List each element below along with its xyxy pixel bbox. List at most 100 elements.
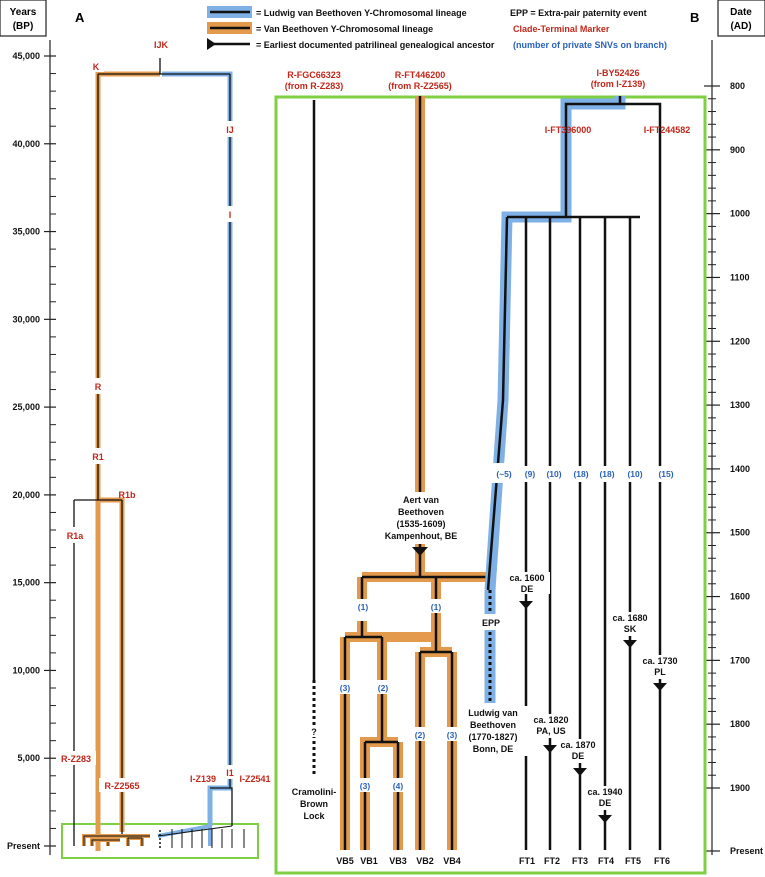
ft5-place: SK xyxy=(624,624,637,634)
ft4-date: ca. 1940 xyxy=(587,787,622,797)
snv-vb-mid: (2) xyxy=(378,683,389,693)
legend-swatch-vanbeethoven xyxy=(207,22,252,34)
legend: = Ludwig van Beethoven Y-Chromosomal lin… xyxy=(207,6,667,50)
snv-vb-left: (1) xyxy=(358,602,369,612)
right-tick-label: 1900 xyxy=(730,783,750,793)
snv-vb1: (3) xyxy=(360,781,371,791)
right-axis-title-line2: (AD) xyxy=(730,21,751,32)
ft4-ancestor-marker xyxy=(598,815,612,823)
clade-r-fgc66323: R-FGC66323 xyxy=(287,70,341,80)
snv-ft3: (18) xyxy=(573,469,588,479)
right-tick-label: 1500 xyxy=(730,528,750,538)
leaf-vb2: VB2 xyxy=(416,856,434,866)
label-r1a: R1a xyxy=(67,531,85,541)
left-axis-header: Years (BP) xyxy=(0,0,47,37)
right-tick-label: 1100 xyxy=(730,272,750,282)
lvb-place: Bonn, DE xyxy=(473,744,514,754)
legend-swatch-ludwig xyxy=(207,6,252,18)
left-axis-title-line1: Years xyxy=(10,7,37,18)
panel-a-tree xyxy=(56,38,245,851)
panel-a-labels: IJK K IJ I R R1 R1b R1a R-Z283 R-Z2565 I… xyxy=(61,40,271,791)
ft4-place: DE xyxy=(599,798,612,808)
lvb-name-1: Ludwig van xyxy=(468,708,518,718)
leaf-vb1: VB1 xyxy=(360,856,378,866)
leaf-ft4: FT4 xyxy=(598,856,614,866)
right-tick-label: 1000 xyxy=(730,209,750,219)
ft1-date: ca. 1600 xyxy=(509,573,544,583)
snv-ft4: (18) xyxy=(599,469,614,479)
present-detail-box xyxy=(61,823,259,859)
right-tick-label: 1300 xyxy=(730,400,750,410)
left-tick-label: 5,000 xyxy=(17,753,40,763)
panel-b-clade-labels: R-FGC66323 (from R-Z283) R-FT446200 (fro… xyxy=(285,68,691,135)
snv-vb2: (2) xyxy=(415,730,426,740)
snv-ft2: (10) xyxy=(546,469,561,479)
panel-b-frame xyxy=(274,95,707,875)
ft2-date: ca. 1820 xyxy=(533,715,568,725)
ft3-ancestor-marker xyxy=(573,768,587,776)
snv-vb3: (4) xyxy=(393,781,404,791)
fan-branch xyxy=(83,835,150,846)
label-k: K xyxy=(93,62,100,72)
aert-ancestor-marker xyxy=(412,547,428,556)
ft3-date: ca. 1870 xyxy=(560,740,595,750)
snv-vb-right: (1) xyxy=(431,602,442,612)
clade-r-fgc66323-origin: (from R-Z283) xyxy=(285,81,344,91)
present-tree-fan xyxy=(82,823,245,848)
clade-i-by52426-origin: (from I-Z139) xyxy=(591,79,646,89)
right-axis-title-line1: Date xyxy=(730,7,752,18)
leaf-vb5: VB5 xyxy=(336,856,354,866)
leaf-labels: VB5 VB1 VB3 VB2 VB4 FT1 FT2 FT3 FT4 FT5 … xyxy=(336,856,670,866)
right-tick-label: Present xyxy=(730,846,763,856)
ft1-place: DE xyxy=(521,584,534,594)
ludwig-tree xyxy=(484,96,667,850)
clade-i-ft396000: I-FT396000 xyxy=(545,125,592,135)
leaf-ft2: FT2 xyxy=(544,856,560,866)
left-tick-label: 25,000 xyxy=(12,402,40,412)
ft6-place: PL xyxy=(654,667,666,677)
fan-blue-branch xyxy=(157,823,212,846)
label-i1: I1 xyxy=(226,768,234,778)
panel-a-label: A xyxy=(75,10,85,25)
legend-vanbeethoven-text: = Van Beethoven Y-Chromosomal lineage xyxy=(256,24,433,34)
legend-ancestor-text: = Earliest documented patrilineal geneal… xyxy=(256,40,495,50)
right-tick-label: 1400 xyxy=(730,464,750,474)
right-date-axis: 800 900 1000 1100 1200 1300 1400 1500 1600 1700 18… xyxy=(704,40,763,856)
left-tick-label: 45,000 xyxy=(12,51,40,61)
label-r: R xyxy=(95,382,102,392)
ft5-ancestor-marker xyxy=(623,640,637,648)
panel-b-label: B xyxy=(690,10,699,25)
right-tick-label: 1200 xyxy=(730,336,750,346)
ft3-place: DE xyxy=(572,751,585,761)
snv-ft5: (10) xyxy=(627,469,642,479)
snv-vb4: (3) xyxy=(447,730,458,740)
legend-marker-text: Clade-Terminal Marker xyxy=(513,24,610,34)
right-tick-label: 800 xyxy=(730,81,745,91)
legend-epp-text: EPP = Extra-pair paternity event xyxy=(510,8,647,18)
leaf-ft5: FT5 xyxy=(625,856,641,866)
ft6-ancestor-marker xyxy=(653,683,667,691)
lock-name-3: Lock xyxy=(303,811,325,821)
epp-label: EPP xyxy=(482,618,500,628)
right-axis-header: Date (AD) xyxy=(717,0,765,37)
clade-i-ft244582: I-FT244582 xyxy=(644,125,691,135)
left-tick-label: 40,000 xyxy=(12,139,40,149)
clade-i-by52426: I-BY52426 xyxy=(596,68,639,78)
snv-lvb: (~5) xyxy=(496,469,512,479)
lvb-dates: (1770-1827) xyxy=(468,732,517,742)
left-axis-title-line2: (BP) xyxy=(13,21,34,32)
left-tick-label: 35,000 xyxy=(12,227,40,237)
lock-question: ? xyxy=(311,727,317,737)
ft2-place: PA, US xyxy=(536,726,565,736)
left-tick-label: Present xyxy=(7,841,40,851)
snv-ft6: (15) xyxy=(658,469,673,479)
label-r-z283: R-Z283 xyxy=(61,754,91,764)
legend-snv-text: (number of private SNVs on branch) xyxy=(513,40,667,50)
label-ijk: IJK xyxy=(154,40,169,50)
left-tick-label: 15,000 xyxy=(12,578,40,588)
left-tick-label: 30,000 xyxy=(12,314,40,324)
snv-counts: (~5) (9) (10) (18) (18) (10) (15) (1) (1… xyxy=(340,469,674,791)
legend-ancestor-marker xyxy=(207,38,250,50)
left-tick-label: 10,000 xyxy=(12,665,40,675)
ft1-ancestor-marker xyxy=(519,601,533,609)
